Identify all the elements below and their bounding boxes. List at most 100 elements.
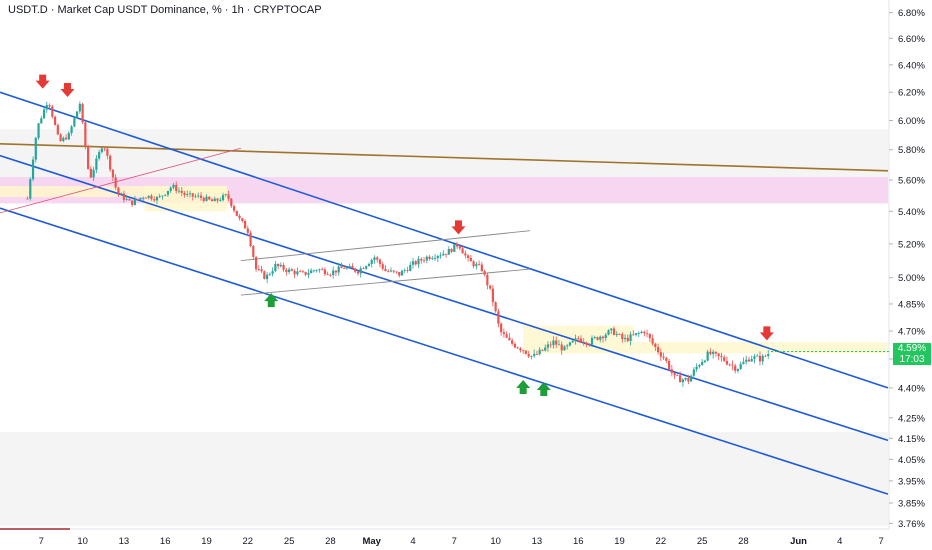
- candle-body: [158, 196, 161, 198]
- candle-body: [139, 197, 142, 200]
- candle-body: [378, 259, 382, 265]
- candle-body: [557, 344, 561, 346]
- last-price-value: 4.59%: [897, 343, 927, 355]
- candle-body: [676, 375, 679, 377]
- candle-body: [403, 270, 406, 271]
- candle-body: [436, 256, 439, 259]
- candle-body: [147, 195, 150, 198]
- candle-body: [491, 288, 494, 303]
- candle-body: [153, 199, 156, 201]
- x-tick-label: 16: [160, 536, 171, 547]
- candle-body: [362, 268, 365, 270]
- candle-body: [643, 331, 646, 334]
- candle-body: [128, 199, 131, 201]
- candle-body: [315, 270, 318, 272]
- candle-body: [516, 347, 519, 349]
- line-thin-red: [0, 147, 242, 214]
- candle-body: [753, 356, 756, 359]
- x-tick-label: 7: [39, 536, 44, 547]
- candle-body: [483, 271, 486, 275]
- candle-body: [428, 256, 431, 259]
- candle-body: [546, 344, 550, 348]
- candle-body: [100, 148, 103, 153]
- x-tick-label: 13: [532, 536, 543, 547]
- candle-body: [505, 334, 508, 338]
- candle-body: [277, 263, 280, 267]
- zone-grey: [0, 129, 888, 177]
- candle-body: [202, 197, 205, 201]
- candle-body: [216, 198, 219, 201]
- candle-body: [761, 355, 764, 362]
- candle-body: [252, 246, 255, 258]
- candle-body: [188, 193, 192, 195]
- candle-body: [263, 271, 266, 279]
- y-tick-label: 5.80%: [898, 145, 925, 156]
- y-tick-label: 6.20%: [898, 88, 925, 99]
- x-tick-label: 4: [410, 536, 415, 547]
- candle-body: [634, 333, 638, 335]
- candle-body: [142, 197, 145, 199]
- candle-body: [767, 354, 770, 357]
- candle-body: [433, 258, 437, 259]
- candle-body: [180, 190, 183, 193]
- candle-body: [67, 133, 70, 140]
- candle-body: [701, 362, 704, 366]
- candle-body: [420, 258, 423, 261]
- candle-body: [533, 353, 536, 356]
- candle-body: [706, 351, 709, 361]
- y-tick-label: 5.40%: [898, 207, 925, 218]
- candle-body: [593, 337, 596, 339]
- candle-body: [265, 274, 269, 279]
- candle-body: [29, 179, 32, 199]
- candle-body: [734, 365, 737, 371]
- candle-body: [323, 269, 327, 275]
- candle-body: [166, 190, 170, 195]
- candle-body: [120, 193, 123, 195]
- candle-body: [271, 271, 274, 274]
- candle-body: [475, 264, 478, 267]
- time-axis-bg: [0, 529, 932, 550]
- candle-body: [745, 359, 748, 362]
- candle-body: [326, 274, 329, 275]
- candle-body: [563, 346, 566, 351]
- candle-body: [640, 331, 643, 333]
- candle-body: [764, 355, 767, 357]
- candle-body: [56, 125, 59, 135]
- candle-body: [478, 264, 481, 265]
- candle-body: [172, 184, 175, 188]
- candle-body: [519, 348, 522, 351]
- candle-body: [472, 261, 475, 267]
- candle-body: [175, 184, 178, 192]
- candle-body: [92, 169, 95, 178]
- candle-body: [279, 264, 282, 267]
- candle-body: [177, 190, 181, 192]
- candle-body: [70, 126, 73, 134]
- candle-body: [354, 268, 357, 272]
- candle-body: [524, 350, 528, 354]
- candle-body: [285, 269, 288, 273]
- price-axis-bg: [889, 0, 932, 550]
- arrow-down-icon: [451, 220, 466, 235]
- candle-body: [577, 338, 580, 340]
- candle-body: [304, 271, 307, 275]
- candle-body: [750, 358, 753, 362]
- candle-body: [34, 137, 37, 160]
- candle-body: [37, 123, 40, 138]
- candle-body: [238, 215, 241, 219]
- candle-body: [442, 253, 445, 256]
- candle-body: [447, 248, 450, 255]
- x-tick-label: 22: [243, 536, 254, 547]
- candle-body: [144, 197, 148, 199]
- y-tick-label: 5.00%: [898, 273, 925, 284]
- candle-body: [340, 266, 343, 268]
- candle-body: [687, 377, 690, 382]
- candle-body: [513, 343, 517, 348]
- candle-body: [571, 340, 574, 343]
- candle-body: [384, 268, 387, 272]
- x-tick-label: May: [362, 536, 381, 547]
- candle-body: [692, 369, 695, 376]
- candle-body: [568, 342, 572, 346]
